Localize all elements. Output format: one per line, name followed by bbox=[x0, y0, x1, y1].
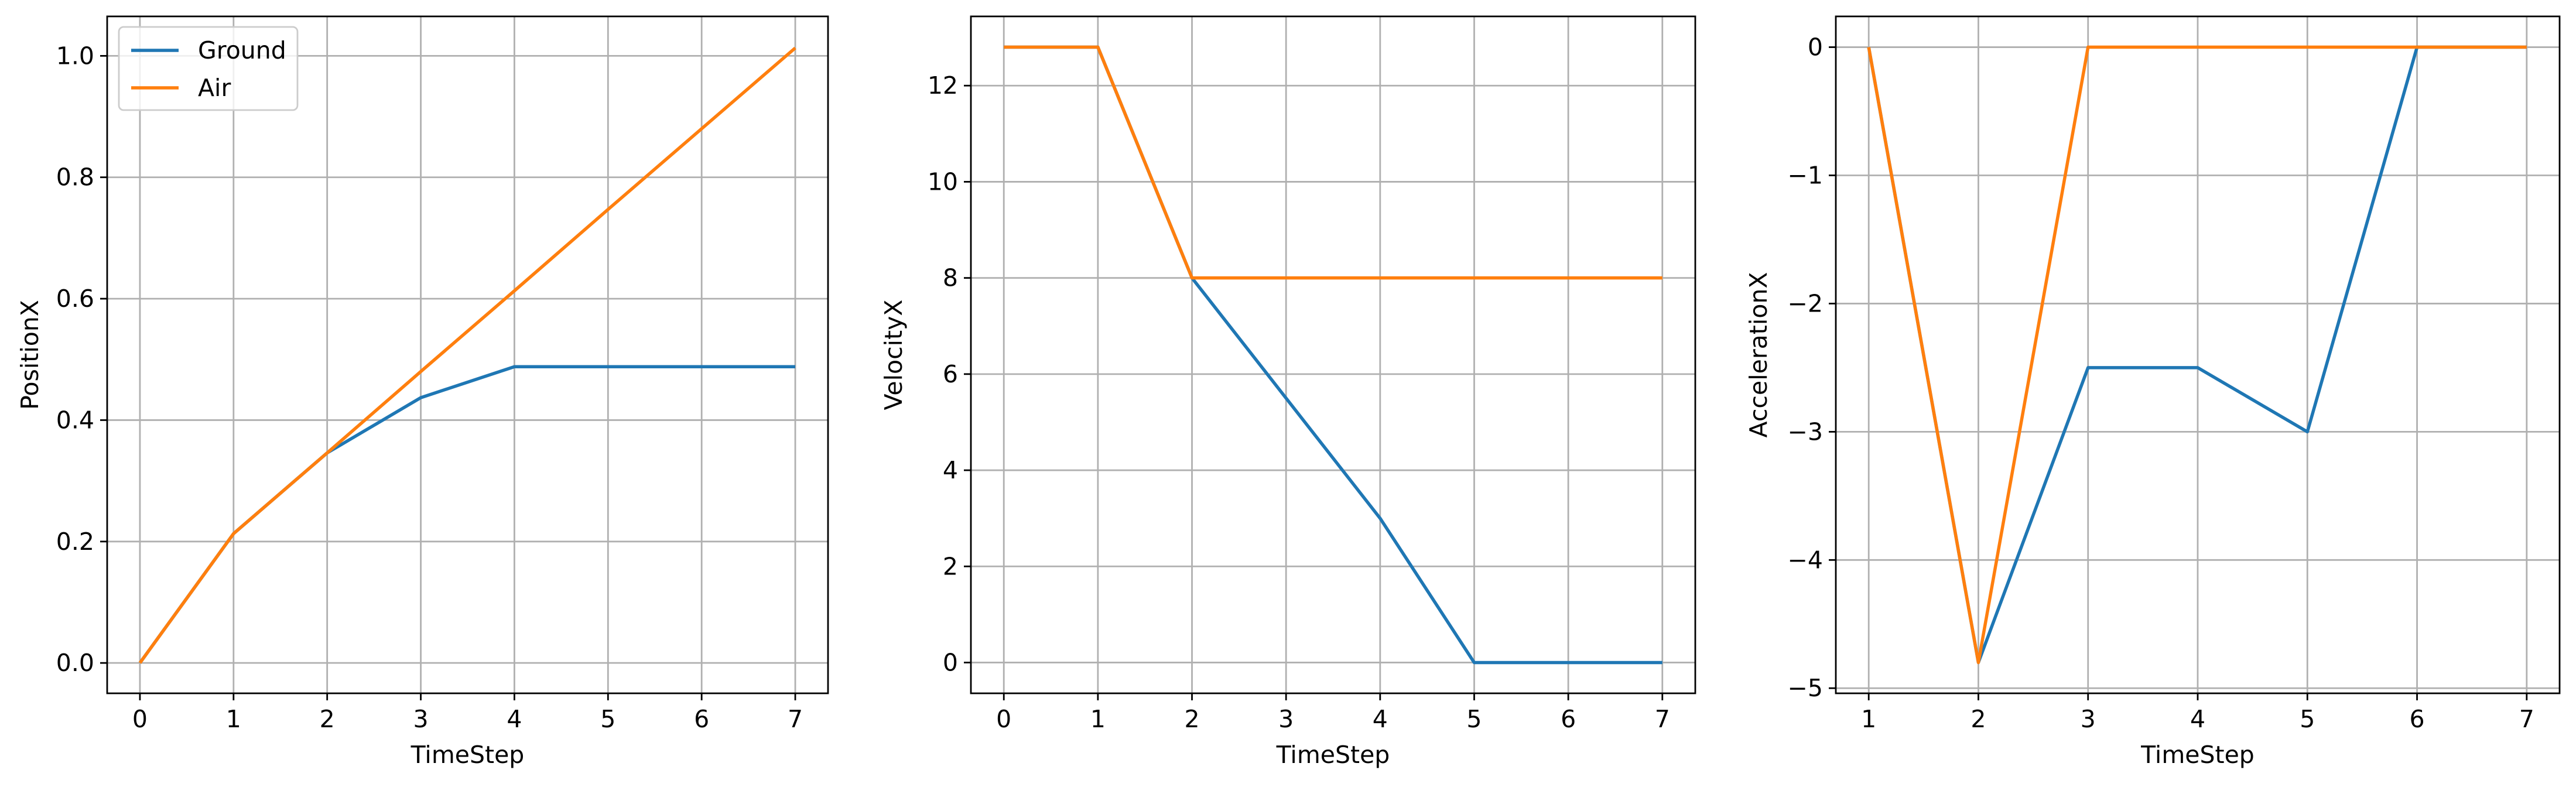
chart-0-series-air-line bbox=[138, 46, 796, 664]
chart-2-x-tick-label-0: 1 bbox=[1861, 705, 1876, 733]
chart-2-y-tick-label-2: −3 bbox=[1788, 418, 1823, 446]
chart-1-x-axis-label: TimeStep bbox=[1276, 741, 1390, 769]
chart-0-x-tick-label-3: 3 bbox=[413, 705, 429, 733]
chart-0-x-tick-label-0: 0 bbox=[132, 705, 148, 733]
chart-0-y-tick-label-0: 0.0 bbox=[56, 649, 94, 677]
chart-1-y-tick-label-2: 4 bbox=[943, 456, 958, 484]
chart-2-x-tick-label-1: 2 bbox=[1971, 705, 1986, 733]
chart-0-legend-ground-label: Ground bbox=[198, 36, 286, 64]
chart-1-x-tick-label-1: 1 bbox=[1090, 705, 1106, 733]
chart-1-x-tick-label-2: 2 bbox=[1184, 705, 1199, 733]
chart-0-x-tick-label-4: 4 bbox=[507, 705, 522, 733]
chart-0-y-tick-label-1: 0.2 bbox=[56, 528, 94, 556]
chart-1-y-tick-label-5: 10 bbox=[928, 167, 958, 196]
chart-2-y-tick-label-5: 0 bbox=[1808, 33, 1823, 61]
chart-1-y-tick-label-6: 12 bbox=[928, 71, 958, 100]
chart-0-x-axis-label: TimeStep bbox=[410, 741, 525, 769]
chart-0-x-tick-label-7: 7 bbox=[788, 705, 803, 733]
chart-1-y-tick-label-1: 2 bbox=[943, 552, 958, 580]
chart-1-x-tick-label-5: 5 bbox=[1466, 705, 1482, 733]
chart-2-x-tick-label-6: 7 bbox=[2519, 705, 2534, 733]
chart-0-axes-frame bbox=[106, 15, 829, 694]
chart-1-x-tick-label-4: 4 bbox=[1373, 705, 1388, 733]
chart-1-x-tick-label-3: 3 bbox=[1278, 705, 1294, 733]
chart-2-y-tick-label-4: −1 bbox=[1788, 161, 1823, 189]
chart-0-x-tick-label-6: 6 bbox=[694, 705, 709, 733]
chart-1-series-1-line bbox=[1004, 45, 1662, 280]
chart-2-y-axis-label: AccelerationX bbox=[1744, 272, 1773, 438]
chart-1-y-axis-label: VelocityX bbox=[880, 300, 908, 410]
chart-0-y-tick-label-5: 1.0 bbox=[56, 42, 94, 70]
chart-0-y-tick-label-4: 0.8 bbox=[56, 163, 94, 191]
chart-0-x-tick-label-5: 5 bbox=[600, 705, 615, 733]
chart-0-x-tick-label-1: 1 bbox=[226, 705, 241, 733]
chart-1-x-tick-label-0: 0 bbox=[996, 705, 1011, 733]
chart-2-x-tick-label-4: 5 bbox=[2300, 705, 2315, 733]
chart-2-x-tick-label-2: 3 bbox=[2081, 705, 2096, 733]
chart-0-legend: Ground Air bbox=[118, 26, 299, 111]
chart-0-y-tick-label-3: 0.6 bbox=[56, 285, 94, 313]
chart-position-x: 0 1 2 3 4 5 6 7 0.0 0.2 0.4 0.6 0.8 1.0 TimeStep Positi… bbox=[16, 15, 829, 769]
chart-0-x-tick-label-2: 2 bbox=[320, 705, 335, 733]
chart-1-axes-frame bbox=[970, 15, 1696, 694]
chart-1-x-tick-label-6: 6 bbox=[1561, 705, 1576, 733]
chart-2-x-tick-label-3: 4 bbox=[2190, 705, 2205, 733]
chart-acceleration-x: 1 2 3 4 5 6 7 −5 −4 −3 −2 −1 0 TimeStep AccelerationX bbox=[1744, 15, 2561, 769]
chart-2-y-tick-label-1: −4 bbox=[1788, 546, 1823, 574]
chart-2-y-tick-label-3: −2 bbox=[1788, 289, 1823, 317]
chart-0-series-ground-line bbox=[138, 365, 796, 664]
chart-1-series-0-line bbox=[1004, 45, 1662, 665]
chart-0-y-axis-label: PositionX bbox=[16, 300, 44, 410]
chart-2-series-1-line bbox=[1867, 45, 2527, 665]
chart-2-x-tick-label-5: 6 bbox=[2409, 705, 2424, 733]
chart-1-x-tick-label-7: 7 bbox=[1655, 705, 1670, 733]
chart-0-legend-air-label: Air bbox=[198, 74, 231, 102]
chart-1-y-tick-label-3: 6 bbox=[943, 360, 958, 388]
chart-2-y-tick-label-0: −5 bbox=[1788, 674, 1823, 702]
chart-2-x-axis-label: TimeStep bbox=[2140, 741, 2255, 769]
chart-0-y-tick-label-2: 0.4 bbox=[56, 406, 94, 434]
chart-1-y-tick-label-4: 8 bbox=[943, 264, 958, 292]
chart-1-y-tick-label-0: 0 bbox=[943, 648, 958, 676]
